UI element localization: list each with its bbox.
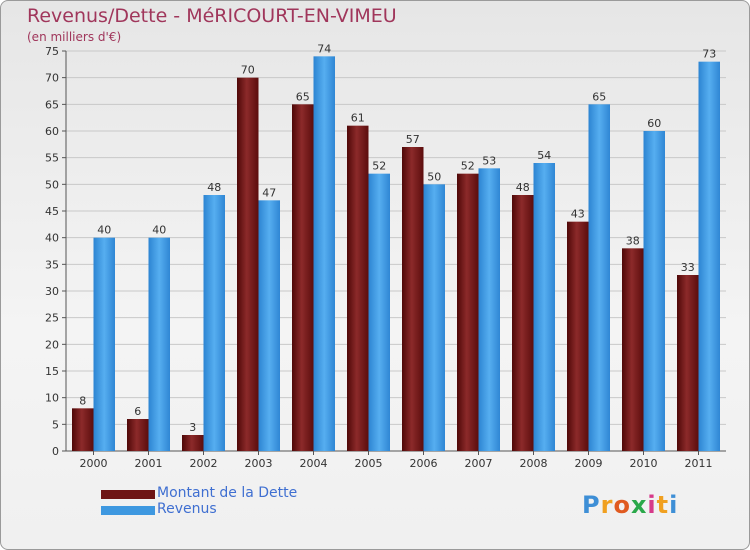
x-tick-label: 2001 — [135, 457, 163, 470]
legend-swatch-debt — [101, 490, 155, 499]
y-tick-label: 40 — [45, 232, 59, 245]
bar-revenue — [698, 61, 720, 452]
data-label-revenue: 40 — [152, 224, 166, 237]
data-label-revenue: 50 — [427, 170, 441, 183]
y-tick-label: 65 — [45, 98, 59, 111]
y-tick-label: 20 — [45, 338, 59, 351]
x-tick-label: 2011 — [685, 457, 713, 470]
bar-debt — [127, 419, 149, 451]
bar-revenue — [148, 237, 170, 451]
x-tick-label: 2003 — [245, 457, 273, 470]
data-label-revenue: 53 — [482, 154, 496, 167]
y-tick-label: 55 — [45, 152, 59, 165]
bar-debt — [237, 77, 259, 452]
y-tick-label: 75 — [45, 45, 59, 58]
bar-revenue — [93, 237, 115, 451]
data-label-debt: 38 — [626, 234, 640, 247]
data-label-revenue: 47 — [262, 186, 276, 199]
data-label-debt: 6 — [134, 405, 141, 418]
logo-letter: x — [630, 491, 648, 519]
chart-subtitle: (en milliers d'€) — [27, 30, 122, 44]
data-label-revenue: 40 — [97, 224, 111, 237]
data-label-revenue: 73 — [702, 48, 716, 61]
data-label-revenue: 74 — [317, 42, 331, 55]
data-label-debt: 52 — [461, 160, 475, 173]
bar-debt — [677, 275, 699, 451]
logo-letter: r — [600, 491, 614, 519]
logo-letter: t — [656, 491, 670, 519]
logo-letter: i — [647, 491, 657, 519]
data-labels: 8 40 6 40 3 48 70 47 65 74 61 52 57 50 52 53 48 54 43 65 38 6… — [79, 42, 716, 434]
y-tick-label: 5 — [52, 418, 59, 431]
data-label-debt: 65 — [296, 90, 310, 103]
data-label-debt: 48 — [516, 181, 530, 194]
data-label-debt: 70 — [241, 64, 255, 77]
y-tick-label: 15 — [45, 365, 59, 378]
bar-debt — [72, 408, 94, 451]
bar-revenue — [478, 168, 500, 452]
x-tick-label: 2010 — [630, 457, 658, 470]
y-tick-label: 0 — [52, 445, 59, 458]
y-tick-label: 25 — [45, 312, 59, 325]
bar-revenue — [203, 195, 225, 451]
legend-label-revenue: Revenus — [157, 501, 217, 517]
data-label-revenue: 54 — [537, 149, 551, 162]
bar-debt — [512, 195, 534, 451]
bar-debt — [182, 435, 204, 451]
y-tick-label: 35 — [45, 258, 59, 271]
bar-debt — [402, 147, 424, 451]
proxiti-logo: Proxiti — [582, 491, 678, 519]
bar-revenue — [368, 173, 390, 451]
y-tick-label: 45 — [45, 205, 59, 218]
bar-revenue — [258, 200, 280, 451]
x-tick-label: 2006 — [410, 457, 438, 470]
data-label-debt: 8 — [79, 394, 86, 407]
grid-lines — [66, 50, 726, 452]
legend-label-debt: Montant de la Dette — [157, 485, 298, 501]
bar-debt — [567, 221, 589, 451]
y-tick-label: 10 — [45, 392, 59, 405]
logo-letter: i — [669, 491, 679, 519]
x-tick-label: 2007 — [465, 457, 493, 470]
data-label-debt: 57 — [406, 133, 420, 146]
data-label-revenue: 60 — [647, 117, 661, 130]
bar-debt — [622, 248, 644, 451]
bar-revenue — [643, 131, 665, 451]
y-tick-label: 60 — [45, 125, 59, 138]
axes: 0 5 10 15 20 25 30 35 40 45 50 55 60 65 70 75 2000 2001 20… — [45, 45, 726, 470]
chart-title: Revenus/Dette - MéRICOURT-EN-VIMEU — [27, 5, 397, 27]
x-tick-label: 2009 — [575, 457, 603, 470]
logo-letter: P — [582, 491, 601, 519]
data-label-debt: 43 — [571, 208, 585, 221]
data-label-debt: 33 — [681, 261, 695, 274]
data-label-revenue: 52 — [372, 160, 386, 173]
x-tick-label: 2002 — [190, 457, 218, 470]
bar-debt — [457, 173, 479, 451]
x-tick-label: 2008 — [520, 457, 548, 470]
data-label-debt: 3 — [189, 421, 196, 434]
bar-debt — [292, 104, 314, 451]
legend-swatch-revenue — [101, 506, 155, 515]
x-tick-label: 2000 — [80, 457, 108, 470]
bars — [72, 56, 720, 452]
bar-revenue — [423, 184, 445, 452]
data-label-revenue: 48 — [207, 181, 221, 194]
bar-debt — [347, 125, 369, 452]
y-tick-label: 50 — [45, 178, 59, 191]
x-tick-label: 2005 — [355, 457, 383, 470]
y-tick-label: 70 — [45, 72, 59, 85]
bar-revenue — [533, 163, 555, 451]
bar-revenue — [313, 56, 335, 451]
bar-revenue — [588, 104, 610, 451]
y-tick-label: 30 — [45, 285, 59, 298]
x-tick-label: 2004 — [300, 457, 328, 470]
logo-letter: o — [613, 491, 631, 519]
data-label-revenue: 65 — [592, 90, 606, 103]
data-label-debt: 61 — [351, 112, 365, 125]
